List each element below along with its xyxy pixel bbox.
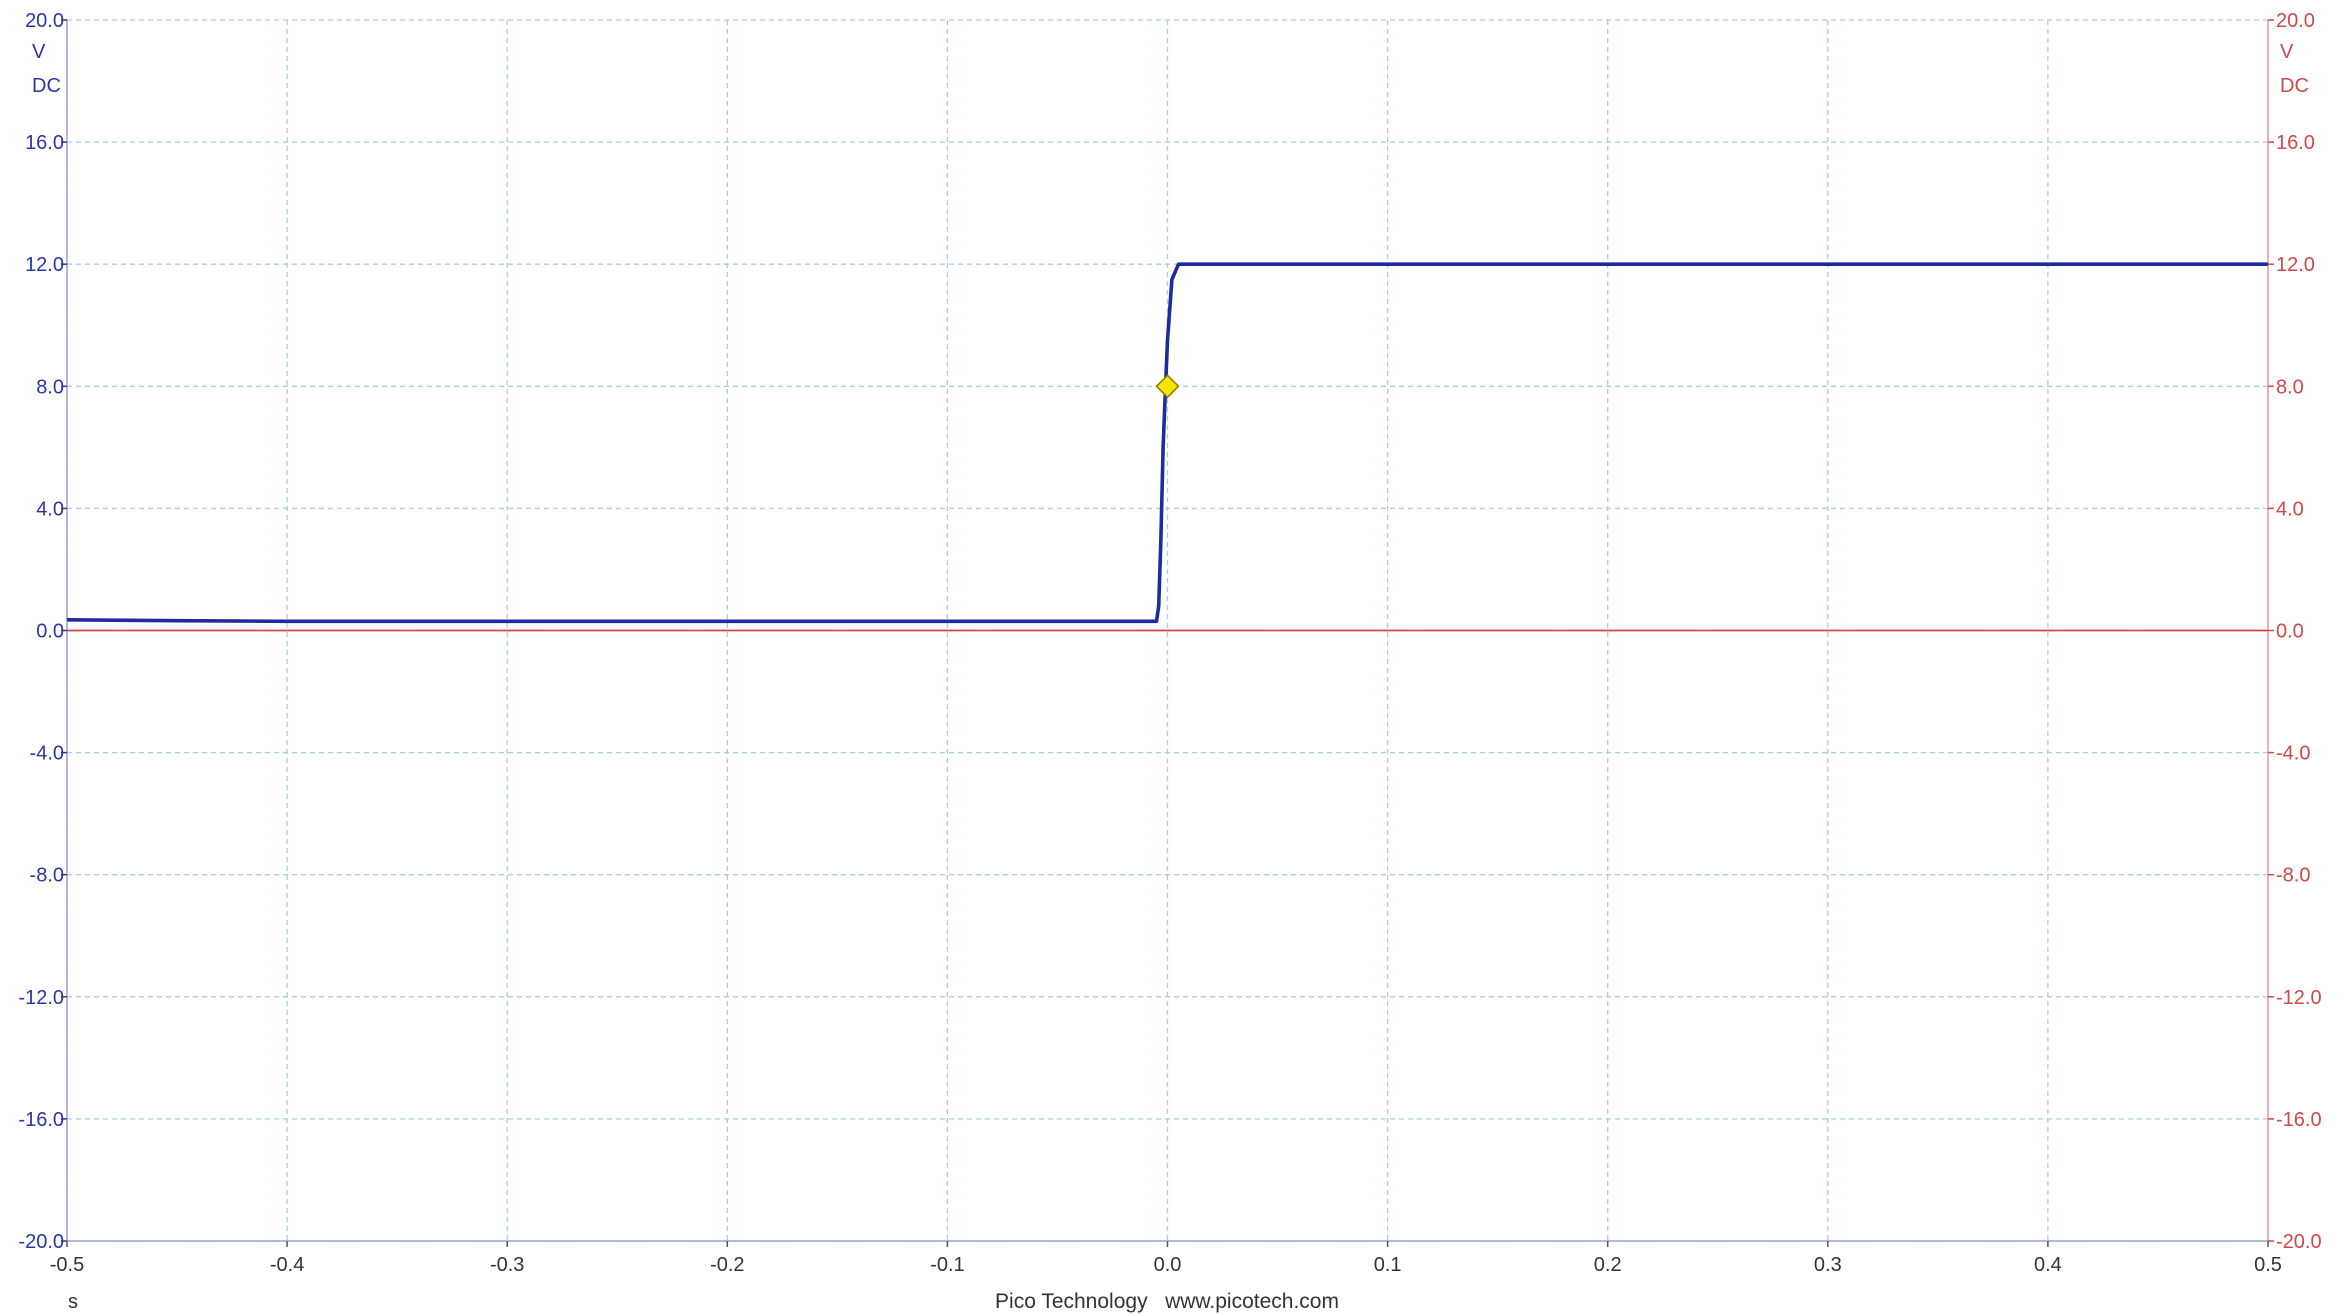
right-tick-label: 4.0 bbox=[2276, 498, 2304, 520]
right-tick-label: -16.0 bbox=[2276, 1109, 2322, 1131]
x-tick-label: 0.4 bbox=[2034, 1254, 2062, 1276]
right-tick-label: -20.0 bbox=[2276, 1231, 2322, 1253]
right-tick-label: 8.0 bbox=[2276, 376, 2304, 398]
left-tick-label: -12.0 bbox=[18, 987, 64, 1009]
left-tick-label: 8.0 bbox=[36, 376, 64, 398]
left-tick-label: 4.0 bbox=[36, 498, 64, 520]
left-tick-label: 16.0 bbox=[25, 132, 64, 154]
x-axis-unit: s bbox=[68, 1291, 78, 1313]
x-tick-label: 0.0 bbox=[1154, 1254, 1182, 1276]
right-tick-label: 20.0 bbox=[2276, 10, 2315, 32]
series-layer bbox=[66, 262, 2268, 632]
trigger-marker bbox=[1155, 374, 1180, 399]
tick-labels: 20.0 16.0 12.0 8.0 4.0 0.0 -4.0 -8.0 -12.0 -16.0 -… bbox=[18, 10, 2321, 1276]
left-tick-label: 20.0 bbox=[25, 10, 64, 32]
left-tick-label: 0.0 bbox=[36, 621, 64, 643]
x-tick-label: 0.1 bbox=[1374, 1254, 1402, 1276]
right-tick-label: 12.0 bbox=[2276, 254, 2315, 276]
left-tick-label: -16.0 bbox=[18, 1109, 64, 1131]
right-tick-label: -4.0 bbox=[2276, 743, 2310, 765]
left-axis-unit: V bbox=[32, 41, 46, 63]
x-tick-label: -0.3 bbox=[490, 1254, 524, 1276]
left-tick-label: -4.0 bbox=[30, 743, 64, 765]
x-tick-label: -0.2 bbox=[710, 1254, 744, 1276]
right-tick-label: -12.0 bbox=[2276, 987, 2322, 1009]
left-axis-coupling: DC bbox=[32, 75, 61, 97]
left-tick-label: -20.0 bbox=[18, 1231, 64, 1253]
x-tick-label: 0.2 bbox=[1594, 1254, 1622, 1276]
right-tick-label: -8.0 bbox=[2276, 865, 2310, 887]
left-tick-label: -8.0 bbox=[30, 865, 64, 887]
x-tick-label: 0.5 bbox=[2254, 1254, 2282, 1276]
left-tick-label: 12.0 bbox=[25, 254, 64, 276]
right-tick-label: 0.0 bbox=[2276, 621, 2304, 643]
x-tick-label: -0.1 bbox=[930, 1254, 964, 1276]
x-tick-label: -0.4 bbox=[270, 1254, 304, 1276]
channel-a-trace bbox=[66, 262, 2268, 624]
x-tick-label: 0.3 bbox=[1814, 1254, 1842, 1276]
right-axis-unit: V bbox=[2280, 41, 2294, 63]
right-axis-coupling: DC bbox=[2280, 75, 2309, 97]
x-tick-label: -0.5 bbox=[50, 1254, 84, 1276]
footer-brand: Pico Technology www.picotech.com bbox=[995, 1290, 1339, 1313]
right-tick-label: 16.0 bbox=[2276, 132, 2315, 154]
